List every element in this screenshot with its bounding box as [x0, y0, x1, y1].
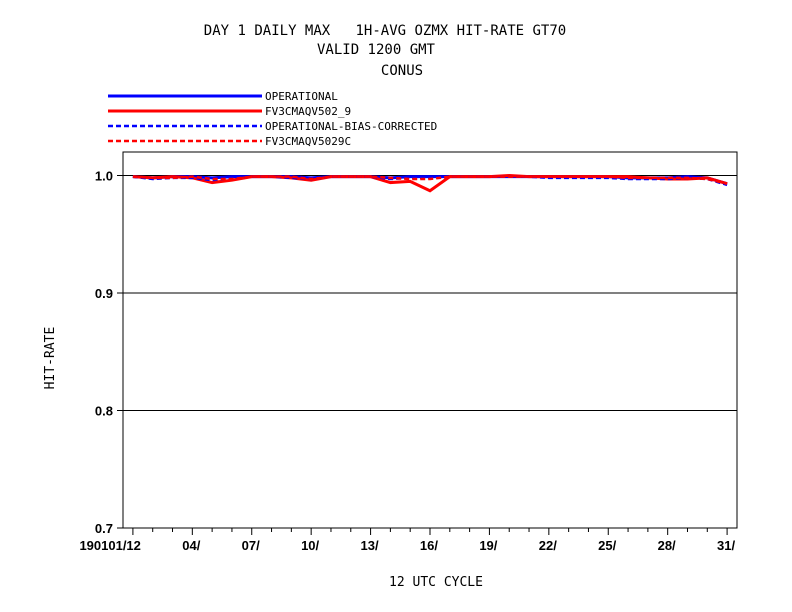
legend-label: OPERATIONAL-BIAS-CORRECTED — [265, 120, 437, 133]
x-axis-label: 12 UTC CYCLE — [389, 575, 483, 590]
x-tick-label: 19/ — [479, 538, 497, 553]
y-tick-label: 0.9 — [95, 286, 113, 301]
chart-title: DAY 1 DAILY MAX 1H-AVG OZMX HIT-RATE GT7… — [204, 23, 566, 79]
x-tick-label: 190101/12 — [79, 538, 140, 553]
x-tick-label: 16/ — [420, 538, 438, 553]
x-tick-label: 31/ — [717, 538, 735, 553]
title-line-2: VALID 1200 GMT — [317, 42, 436, 58]
x-tick-label: 13/ — [361, 538, 379, 553]
title-line-1: DAY 1 DAILY MAX 1H-AVG OZMX HIT-RATE GT7… — [204, 23, 566, 39]
y-axis-ticks: 0.7 0.8 0.9 1.0 — [95, 169, 123, 536]
x-tick-label: 07/ — [242, 538, 260, 553]
y-tick-label: 1.0 — [95, 169, 113, 184]
y-tick-label: 0.8 — [95, 404, 113, 419]
series-line-4 — [132, 175, 728, 185]
legend-label: FV3CMAQV502_9 — [265, 105, 351, 118]
title-line-3: CONUS — [381, 63, 423, 79]
x-tick-label: 22/ — [539, 538, 557, 553]
x-axis-ticks: 190101/12 04/07/10/13/16/19/22/25/28/31/ — [79, 528, 735, 553]
y-axis-label: HIT-RATE — [43, 327, 58, 390]
y-tick-label: 0.7 — [95, 521, 113, 536]
legend-label: OPERATIONAL — [265, 90, 338, 103]
legend-label: FV3CMAQV5029C — [265, 135, 351, 148]
x-tick-label: 04/ — [182, 538, 200, 553]
series-lines — [132, 173, 728, 193]
x-tick-label: 10/ — [301, 538, 319, 553]
x-tick-label: 28/ — [658, 538, 676, 553]
x-tick-label: 25/ — [598, 538, 616, 553]
legend: OPERATIONAL FV3CMAQV502_9 OPERATIONAL-BIAS… — [108, 90, 437, 148]
plot-area — [122, 151, 738, 529]
y-gridlines — [123, 175, 737, 411]
